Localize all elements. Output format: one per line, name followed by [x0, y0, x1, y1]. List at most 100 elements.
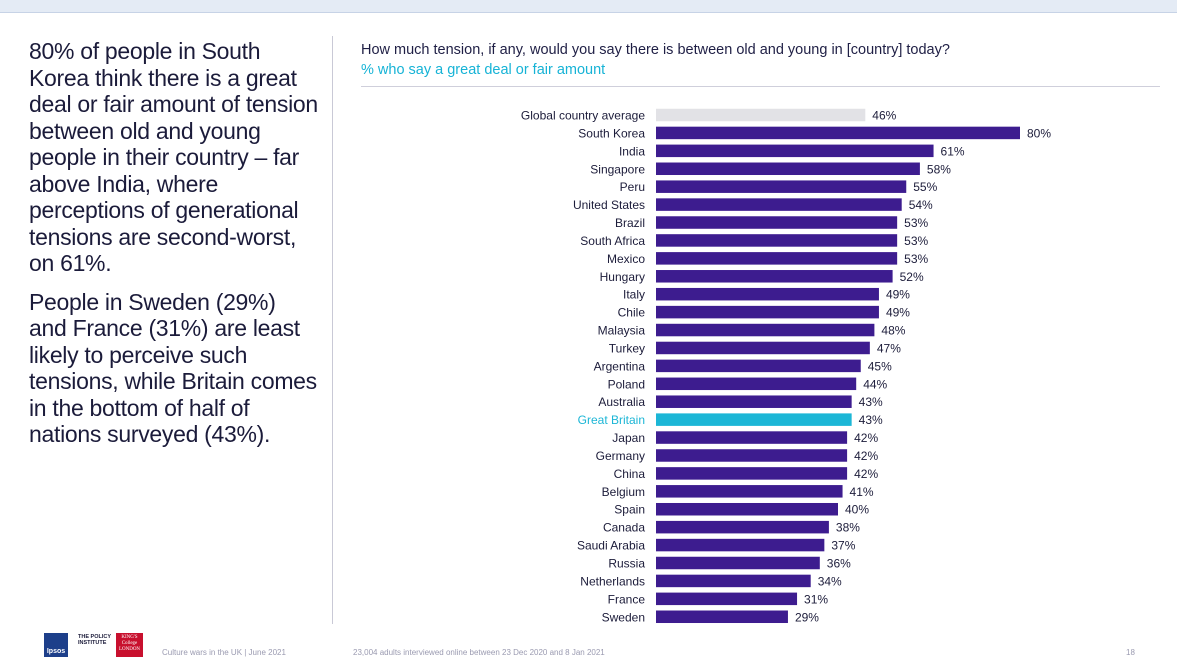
- bar-global-country-average: [656, 108, 866, 122]
- bar-germany: [656, 449, 848, 462]
- category-label-japan: Japan: [612, 431, 645, 445]
- category-label-great-britain: Great Britain: [578, 413, 645, 427]
- value-label-italy: 49%: [886, 288, 910, 302]
- category-label-south-korea: South Korea: [578, 126, 645, 140]
- bar-malaysia: [656, 323, 875, 337]
- category-label-sweden: Sweden: [602, 610, 645, 624]
- value-label-chile: 49%: [886, 306, 910, 320]
- footer-report-title: Culture wars in the UK | June 2021: [162, 648, 286, 657]
- title-divider: [361, 86, 1160, 87]
- category-label-spain: Spain: [614, 503, 645, 517]
- value-label-australia: 43%: [859, 395, 883, 409]
- value-label-mexico: 53%: [904, 252, 928, 266]
- category-label-peru: Peru: [620, 180, 645, 194]
- value-label-turkey: 47%: [877, 341, 901, 355]
- value-label-china: 42%: [854, 467, 878, 481]
- category-label-russia: Russia: [608, 557, 645, 571]
- category-label-argentina: Argentina: [594, 359, 646, 373]
- value-label-singapore: 58%: [927, 162, 951, 176]
- bar-argentina: [656, 359, 861, 373]
- bar-brazil: [656, 216, 898, 229]
- category-label-chile: Chile: [618, 306, 646, 320]
- category-label-netherlands: Netherlands: [580, 574, 645, 588]
- value-label-belgium: 41%: [850, 485, 874, 499]
- category-label-united-states: United States: [573, 198, 645, 212]
- kings-college-logo: KING'S College LONDON: [116, 633, 143, 657]
- bar-singapore: [656, 162, 920, 176]
- bar-belgium: [656, 485, 843, 498]
- category-label-mexico: Mexico: [607, 252, 645, 266]
- value-label-brazil: 53%: [904, 216, 928, 230]
- bar-spain: [656, 502, 838, 516]
- category-label-belgium: Belgium: [602, 485, 645, 499]
- footer-page-number: 18: [1126, 648, 1135, 657]
- category-label-india: India: [619, 144, 645, 158]
- value-label-global-country-average: 46%: [872, 109, 896, 123]
- value-label-united-states: 54%: [909, 198, 933, 212]
- value-label-netherlands: 34%: [818, 574, 842, 588]
- value-label-saudi-arabia: 37%: [831, 539, 855, 553]
- bar-canada: [656, 520, 829, 534]
- bar-italy: [656, 287, 879, 301]
- value-label-germany: 42%: [854, 449, 878, 463]
- category-label-turkey: Turkey: [609, 341, 645, 355]
- bar-france: [656, 592, 798, 606]
- value-label-spain: 40%: [845, 503, 869, 517]
- value-label-malaysia: 48%: [881, 324, 905, 338]
- bar-chile: [656, 305, 879, 319]
- value-label-peru: 55%: [913, 180, 937, 194]
- category-label-saudi-arabia: Saudi Arabia: [577, 539, 645, 553]
- summary-paragraph-1: 80% of people in South Korea think there…: [29, 38, 318, 276]
- category-label-canada: Canada: [603, 521, 645, 535]
- category-label-poland: Poland: [608, 377, 645, 391]
- footer: Ipsos THE POLICY INSTITUTE KING'S Colleg…: [0, 630, 1177, 663]
- value-label-argentina: 45%: [868, 359, 892, 373]
- category-label-australia: Australia: [598, 395, 645, 409]
- bar-south-africa: [656, 234, 898, 247]
- vertical-divider: [332, 36, 333, 624]
- bar-great-britain: [656, 413, 852, 426]
- bar-china: [656, 467, 848, 480]
- bar-saudi-arabia: [656, 538, 825, 552]
- value-label-south-africa: 53%: [904, 234, 928, 248]
- summary-panel: 80% of people in South Korea think there…: [29, 38, 319, 460]
- ipsos-logo: Ipsos: [44, 633, 68, 657]
- value-label-france: 31%: [804, 592, 828, 606]
- value-label-canada: 38%: [836, 521, 860, 535]
- value-label-great-britain: 43%: [859, 413, 883, 427]
- bar-australia: [656, 395, 852, 408]
- category-label-global-country-average: Global country average: [521, 109, 645, 123]
- category-label-south-africa: South Africa: [580, 234, 645, 248]
- value-label-sweden: 29%: [795, 610, 819, 624]
- value-label-south-korea: 80%: [1027, 126, 1051, 140]
- chart-subtitle: % who say a great deal or fair amount: [361, 62, 606, 78]
- policy-institute-logo: THE POLICY INSTITUTE: [78, 634, 111, 646]
- bar-netherlands: [656, 574, 811, 588]
- bar-india: [656, 144, 934, 158]
- category-label-france: France: [608, 592, 646, 606]
- bar-sweden: [656, 610, 788, 624]
- bar-poland: [656, 377, 857, 391]
- category-label-brazil: Brazil: [615, 216, 645, 230]
- category-label-germany: Germany: [596, 449, 645, 463]
- chart-title: How much tension, if any, would you say …: [361, 42, 950, 58]
- category-label-malaysia: Malaysia: [598, 324, 646, 338]
- category-label-hungary: Hungary: [600, 270, 645, 284]
- category-label-china: China: [614, 467, 646, 481]
- footer-methodology-note: 23,004 adults interviewed online between…: [353, 648, 605, 657]
- category-label-italy: Italy: [623, 288, 645, 302]
- value-label-hungary: 52%: [900, 270, 924, 284]
- bar-united-states: [656, 198, 902, 211]
- bar-japan: [656, 431, 848, 444]
- bar-chart: Global country average 46% South Korea 80% I…: [521, 108, 1051, 625]
- bar-hungary: [656, 270, 893, 283]
- value-label-poland: 44%: [863, 377, 887, 391]
- bar-south-korea: [656, 126, 1020, 140]
- bar-turkey: [656, 341, 870, 355]
- bar-peru: [656, 180, 907, 193]
- top-band: [0, 0, 1177, 13]
- summary-paragraph-2: People in Sweden (29%) and France (31%) …: [29, 288, 317, 448]
- value-label-india: 61%: [941, 144, 965, 158]
- category-label-singapore: Singapore: [590, 162, 645, 176]
- ipsos-logo-text: Ipsos: [46, 648, 66, 655]
